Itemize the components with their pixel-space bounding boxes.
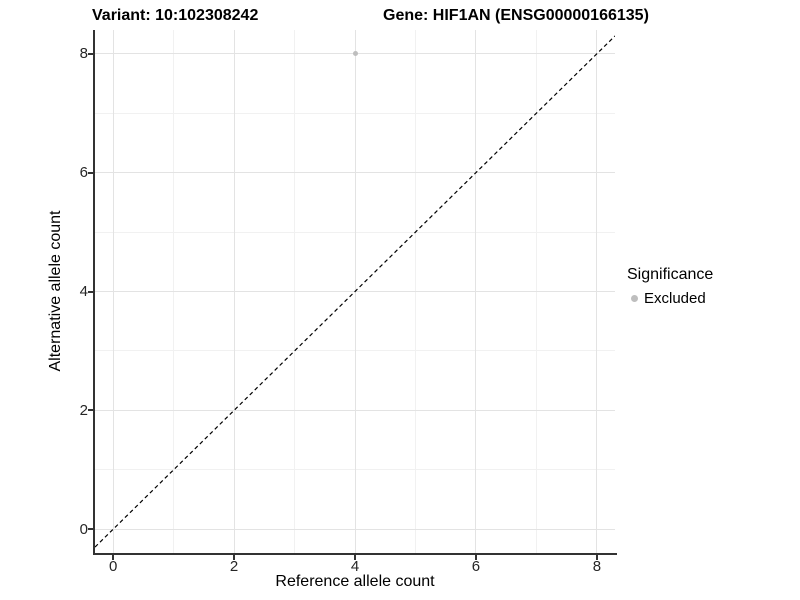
x-axis-line xyxy=(93,553,617,555)
gridline-major-y xyxy=(95,409,615,411)
x-tick-mark xyxy=(595,555,598,560)
y-axis-line xyxy=(93,30,95,555)
data-point xyxy=(352,51,358,57)
y-tick-label: 8 xyxy=(79,45,88,63)
plot-title-gene: Gene: HIF1AN (ENSG00000166135) xyxy=(383,7,649,24)
legend-title: Significance xyxy=(627,266,714,283)
gridline-major-y xyxy=(95,172,615,174)
points-layer xyxy=(95,30,615,553)
x-tick-label: 2 xyxy=(229,558,239,575)
y-tick-label: 4 xyxy=(79,283,88,300)
y-tick-mark xyxy=(88,528,93,531)
y-tick-mark xyxy=(88,52,93,55)
plot-title-variant: Variant: 10:102308242 xyxy=(92,7,259,24)
y-tick-label: 0 xyxy=(79,520,88,538)
x-tick-label: 6 xyxy=(471,558,481,575)
legend-item-label: Excluded xyxy=(644,290,706,307)
x-tick-label: 4 xyxy=(350,558,360,575)
legend-item: Excluded xyxy=(627,290,713,307)
x-tick-mark xyxy=(112,555,115,560)
x-tick-mark xyxy=(354,555,356,560)
gridline-major-y xyxy=(95,528,615,530)
legend-items: Excluded xyxy=(627,290,713,307)
y-tick-label: 6 xyxy=(79,164,88,182)
x-tick-mark xyxy=(474,555,477,560)
x-axis-title: Reference allele count xyxy=(275,573,435,590)
y-tick-label: 2 xyxy=(79,401,88,419)
y-tick-mark xyxy=(88,171,93,174)
y-tick-mark xyxy=(88,290,93,293)
identity-line xyxy=(95,35,615,548)
x-tick-label: 8 xyxy=(592,558,602,575)
x-tick-mark xyxy=(233,555,236,560)
y-tick-mark xyxy=(88,409,93,412)
plot-panel xyxy=(95,30,615,553)
legend-point-icon xyxy=(631,295,638,302)
legend: Significance Excluded xyxy=(627,266,713,307)
x-tick-label: 0 xyxy=(108,558,118,575)
